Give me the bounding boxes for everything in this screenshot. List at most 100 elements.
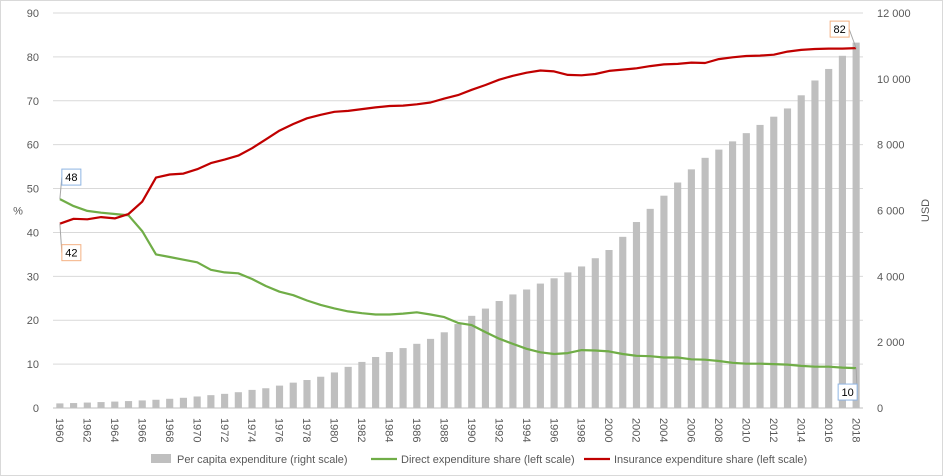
per-capita-bar xyxy=(783,108,792,408)
x-tick-label: 1982 xyxy=(355,418,367,442)
x-tick-label: 1968 xyxy=(163,418,175,442)
per-capita-bar xyxy=(193,396,201,408)
per-capita-bar xyxy=(646,208,654,408)
x-tick-label: 1976 xyxy=(273,418,285,442)
right-axis-title: USD xyxy=(920,199,932,222)
per-capita-bar xyxy=(440,332,448,408)
left-tick-label: 80 xyxy=(27,52,39,64)
per-capita-bar xyxy=(358,361,366,408)
per-capita-bar xyxy=(687,169,695,408)
per-capita-bar xyxy=(317,376,325,408)
per-capita-bar xyxy=(152,399,160,408)
per-capita-bar xyxy=(111,401,119,408)
left-tick-label: 60 xyxy=(27,140,39,152)
per-capita-bar xyxy=(564,272,572,408)
per-capita-bar xyxy=(701,157,709,408)
per-capita-bar xyxy=(426,338,435,408)
per-capita-bar xyxy=(97,402,105,408)
x-tick-label: 1980 xyxy=(328,418,340,442)
x-tick-label: 2004 xyxy=(657,418,669,442)
gridlines xyxy=(53,12,863,409)
per-capita-bar xyxy=(234,392,242,408)
per-capita-bar xyxy=(372,356,380,408)
callout-label: 10 xyxy=(842,387,854,399)
per-capita-bar xyxy=(56,403,64,408)
callout-box xyxy=(61,244,82,262)
x-tick-label: 1972 xyxy=(218,418,230,442)
per-capita-bar xyxy=(275,385,284,408)
legend-swatch-bar xyxy=(151,454,171,463)
per-capita-bar xyxy=(825,68,833,408)
per-capita-bar xyxy=(166,398,174,408)
x-tick-label: 2018 xyxy=(849,418,861,442)
per-capita-bar xyxy=(385,352,393,408)
per-capita-bar xyxy=(344,366,352,408)
x-tick-label: 1974 xyxy=(245,418,257,442)
right-tick-label: 0 xyxy=(877,403,883,415)
x-tick-label: 1986 xyxy=(410,418,422,442)
right-tick-label: 10 000 xyxy=(877,74,911,86)
per-capita-bar xyxy=(674,182,682,408)
x-tick-label: 2000 xyxy=(602,418,614,442)
per-capita-bar xyxy=(715,149,723,408)
per-capita-bar xyxy=(468,315,476,408)
left-tick-label: 30 xyxy=(27,271,39,283)
per-capita-bar xyxy=(495,301,503,408)
per-capita-bar xyxy=(221,393,229,408)
callout-label: 42 xyxy=(65,248,77,260)
right-tick-label: 2 000 xyxy=(877,337,905,349)
per-capita-bar xyxy=(605,250,613,408)
x-tick-label: 1970 xyxy=(190,418,202,442)
callout-box xyxy=(837,383,858,401)
x-tick-label: 1990 xyxy=(465,418,477,442)
callout-box xyxy=(829,20,850,38)
x-tick-label: 1978 xyxy=(300,418,312,442)
x-tick-label: 1960 xyxy=(53,418,65,442)
right-tick-label: 12 000 xyxy=(877,8,911,20)
left-tick-label: 50 xyxy=(27,184,39,196)
per-capita-bar xyxy=(838,55,846,409)
per-capita-bar xyxy=(632,222,641,408)
insurance-share-line xyxy=(59,47,857,225)
per-capita-bar xyxy=(248,389,256,408)
x-tick-label: 2006 xyxy=(685,418,697,442)
right-tick-label: 4 000 xyxy=(877,271,905,283)
callout-label: 82 xyxy=(834,24,846,36)
per-capita-bar xyxy=(756,124,764,409)
left-tick-label: 90 xyxy=(27,8,39,20)
legend-label: Direct expenditure share (left scale) xyxy=(401,454,575,466)
x-tick-label: 1984 xyxy=(383,418,395,442)
x-tick-label: 2008 xyxy=(712,418,724,442)
per-capita-bar xyxy=(536,283,544,408)
x-tick-label: 2016 xyxy=(822,418,834,442)
x-tick-label: 2012 xyxy=(767,418,779,442)
per-capita-bar xyxy=(550,278,558,408)
per-capita-bar xyxy=(399,348,407,408)
per-capita-bar xyxy=(124,401,133,408)
left-tick-label: 20 xyxy=(27,315,39,327)
right-tick-label: 6 000 xyxy=(877,206,905,218)
x-tick-label: 1998 xyxy=(575,418,587,442)
per-capita-bar xyxy=(207,395,215,408)
per-capita-bar xyxy=(591,258,599,408)
x-tick-label: 2010 xyxy=(739,418,751,442)
left-tick-label: 40 xyxy=(27,227,39,239)
left-tick-label: 10 xyxy=(27,359,39,371)
per-capita-bar xyxy=(70,403,78,408)
per-capita-bar xyxy=(454,324,462,408)
x-tick-label: 1964 xyxy=(108,418,120,442)
x-tick-label: 1996 xyxy=(547,418,559,442)
left-tick-label: 70 xyxy=(27,96,39,108)
x-tick-label: 1966 xyxy=(135,418,147,442)
axes: 0 10 20 30 40 50 60 70 80 90 0 2 000 4 000 6 000 8 000… xyxy=(13,8,932,442)
per-capita-bar xyxy=(797,95,805,409)
x-tick-label: 1962 xyxy=(80,418,92,442)
x-tick-label: 2002 xyxy=(630,418,642,442)
share-lines xyxy=(59,47,857,370)
per-capita-bar xyxy=(481,308,490,408)
left-tick-label: 0 xyxy=(33,403,39,415)
per-capita-bar xyxy=(577,266,586,408)
per-capita-bar xyxy=(852,42,860,408)
x-tick-label: 2014 xyxy=(794,418,806,442)
